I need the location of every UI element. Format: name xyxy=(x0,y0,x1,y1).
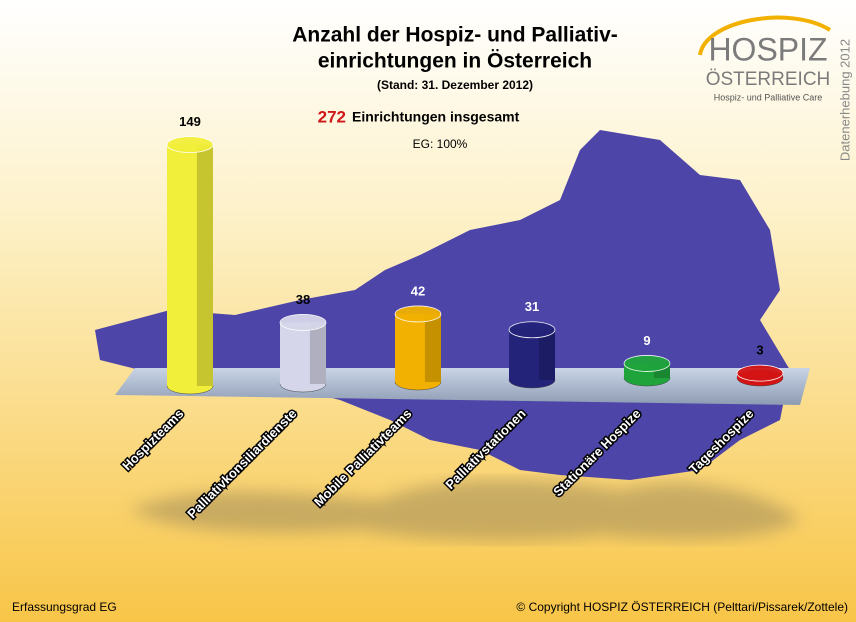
bar-shade xyxy=(424,313,441,382)
bar xyxy=(623,355,671,387)
title: einrichtungen in Österreich xyxy=(318,50,592,73)
bar-top xyxy=(508,321,556,339)
subtitle: (Stand: 31. Dezember 2012) xyxy=(377,78,533,92)
logo-tagline: Hospiz- und Palliative Care xyxy=(714,92,823,102)
value-label: 149 xyxy=(179,114,201,129)
bar-top xyxy=(736,364,784,382)
bar xyxy=(166,136,214,395)
bar-body xyxy=(280,322,326,384)
bar-top xyxy=(166,136,214,154)
title: Anzahl der Hospiz- und Palliativ- xyxy=(292,24,618,47)
bar-shade xyxy=(196,144,213,386)
bar xyxy=(279,314,327,393)
logo-country: ÖSTERREICH xyxy=(706,69,831,90)
side-note: Datenerhebung 2012 xyxy=(837,39,852,161)
bar-top xyxy=(623,355,671,372)
bar-shade xyxy=(309,322,326,384)
bar xyxy=(736,364,784,387)
value-label: 9 xyxy=(643,333,650,348)
bar-top xyxy=(279,314,327,331)
total: 272 xyxy=(318,107,346,126)
bar-body xyxy=(395,313,441,382)
value-label: 3 xyxy=(756,343,763,358)
coverage: EG: 100% xyxy=(413,137,468,151)
total-text: Einrichtungen insgesamt xyxy=(352,109,520,125)
bar-body xyxy=(167,144,213,386)
bar xyxy=(508,321,556,389)
map-shadow xyxy=(130,480,800,541)
value-label: 38 xyxy=(296,292,310,307)
value-label: 31 xyxy=(525,299,539,314)
footer-left: Erfassungsgrad EG xyxy=(12,600,117,614)
footer-right: © Copyright HOSPIZ ÖSTERREICH (Pelttari/… xyxy=(516,600,848,614)
logo-arc xyxy=(698,15,832,56)
bar-shade xyxy=(538,329,555,380)
bar-top xyxy=(394,305,442,323)
value-label: 42 xyxy=(411,283,425,298)
bar xyxy=(394,305,442,391)
logo-name: HOSPIZ xyxy=(708,31,827,67)
